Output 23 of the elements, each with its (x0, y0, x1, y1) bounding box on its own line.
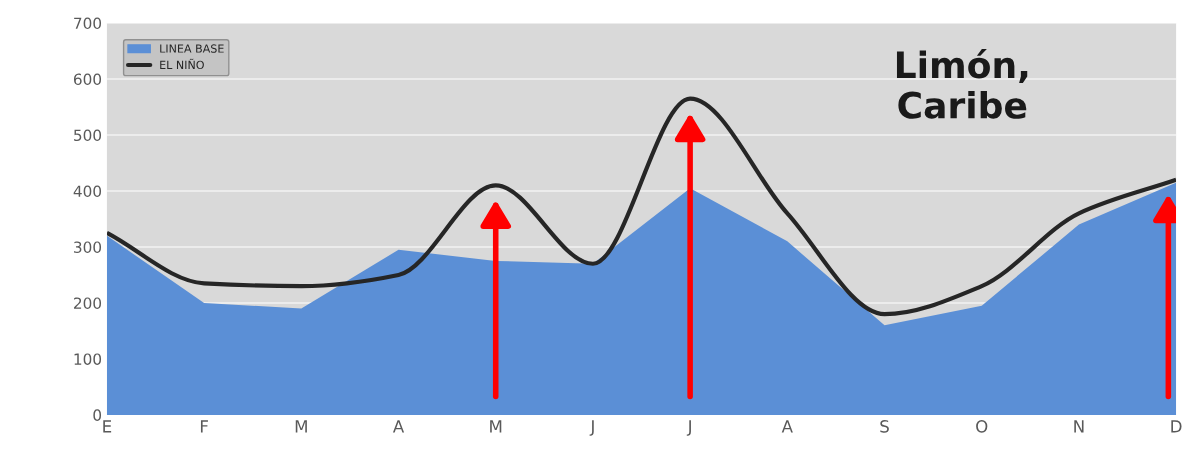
x-tick-label: N (1074, 420, 1084, 433)
x-tick-label: D (1171, 420, 1182, 433)
x-tick-label: M (295, 420, 307, 433)
y-tick-label: 0 (93, 409, 102, 421)
legend-label: EL NIÑO (160, 58, 204, 70)
x-tick-label: J (589, 420, 594, 436)
y-tick-label: 700 (74, 17, 102, 30)
text: Limón, Caribe (896, 49, 1028, 119)
y-tick-label: 600 (73, 73, 102, 86)
x-tick-label: S (880, 420, 889, 433)
y-tick-label: 300 (74, 241, 102, 253)
x-tick-label: E (103, 420, 112, 433)
y-tick-label: 200 (74, 297, 102, 309)
x-tick-label: A (781, 420, 793, 433)
y-tick-label: 400 (73, 185, 102, 198)
x-tick-label: M (490, 420, 502, 433)
x-tick-label: A (392, 420, 405, 433)
x-tick-label: O (976, 420, 988, 433)
x-tick-label: F (200, 420, 208, 433)
x-tick-label: J (686, 420, 691, 436)
y-tick-label: 500 (74, 129, 102, 142)
y-tick-label: 100 (74, 353, 102, 365)
legend-label: LINEA BASE (160, 44, 224, 53)
